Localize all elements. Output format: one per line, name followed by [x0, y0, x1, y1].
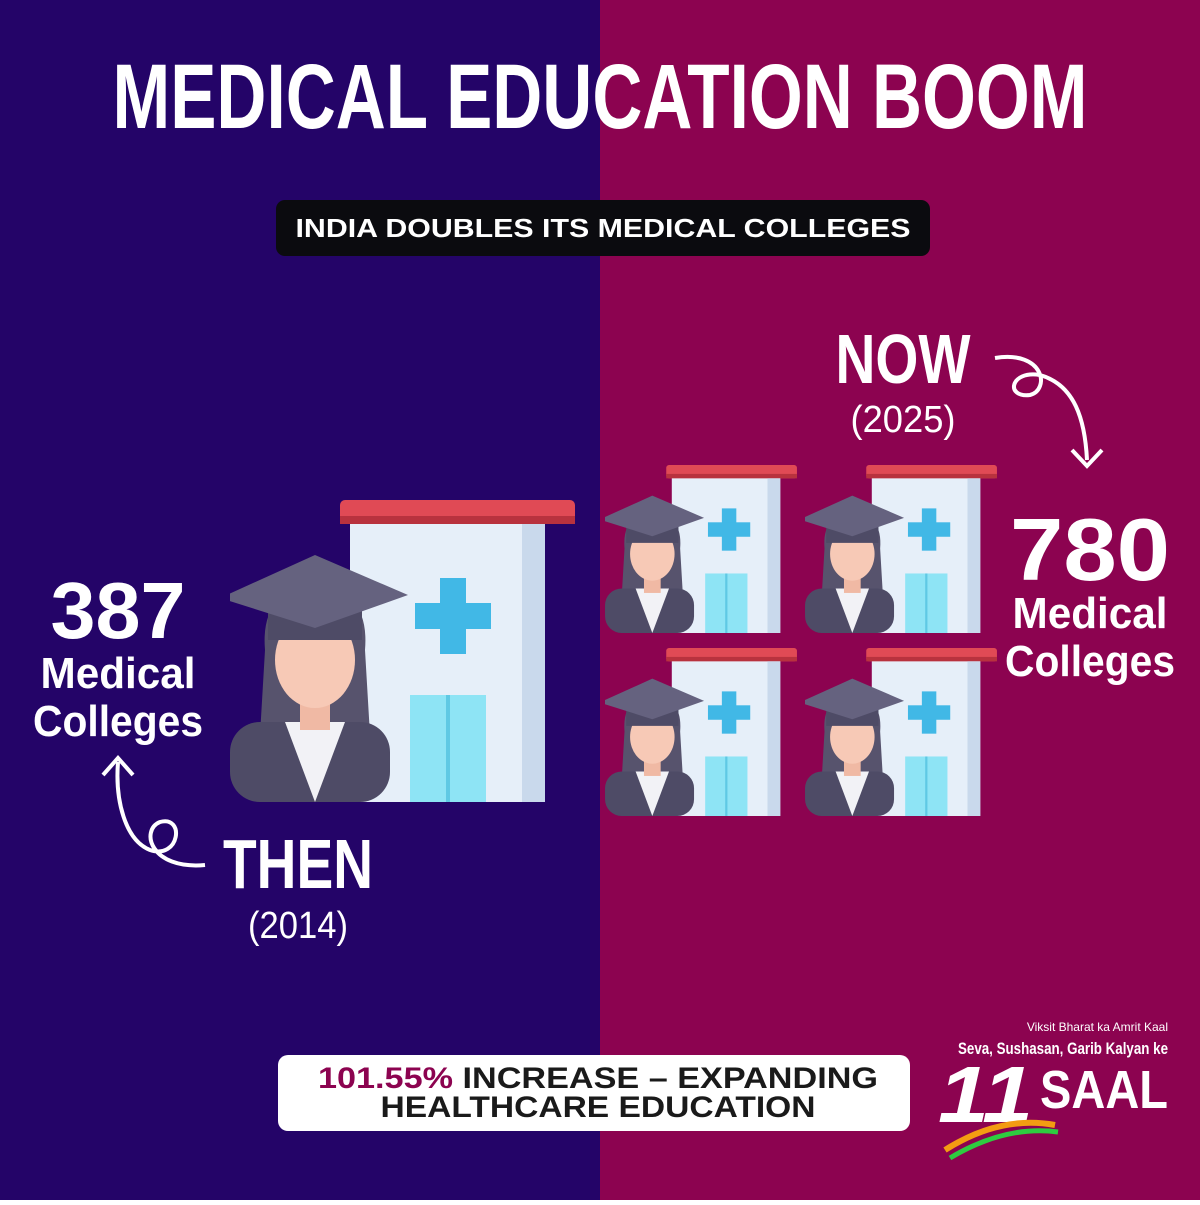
now-unit: Colleges [1005, 637, 1175, 686]
then-unit: Medical [41, 649, 196, 698]
now-unit: Medical [1013, 589, 1168, 638]
footer-highlight: 101.55% [318, 1062, 453, 1095]
then-unit: Colleges [33, 697, 203, 746]
arrow-head [1070, 448, 1104, 469]
title: MEDICAL EDUCATION BOOM [113, 46, 1088, 148]
logo-swoosh [948, 1128, 1059, 1161]
logo-word: SAAL [1040, 1060, 1168, 1120]
footer-line: 101.55% INCREASE – EXPANDING [318, 1062, 878, 1095]
logo-swoosh [943, 1119, 1056, 1153]
footer-box [278, 1055, 910, 1131]
subtitle-box [276, 200, 930, 256]
arrow [994, 354, 1089, 461]
then-year: (2014) [248, 905, 348, 947]
now-year: (2025) [851, 399, 956, 441]
logo-tagline: Seva, Sushasan, Garib Kalyan ke [958, 1039, 1168, 1058]
subtitle: INDIA DOUBLES ITS MEDICAL COLLEGES [296, 213, 911, 243]
footer-line: HEALTHCARE EDUCATION [381, 1091, 816, 1124]
then-count: 387 [51, 566, 186, 655]
arrow-head [101, 754, 135, 777]
now-label: NOW [836, 320, 971, 398]
now-count: 780 [1010, 500, 1170, 599]
logo-tagline: Viksit Bharat ka Amrit Kaal [1027, 1020, 1168, 1034]
then-label: THEN [223, 825, 373, 903]
footer-text: INCREASE – EXPANDING [463, 1062, 878, 1095]
arrow [115, 761, 206, 868]
